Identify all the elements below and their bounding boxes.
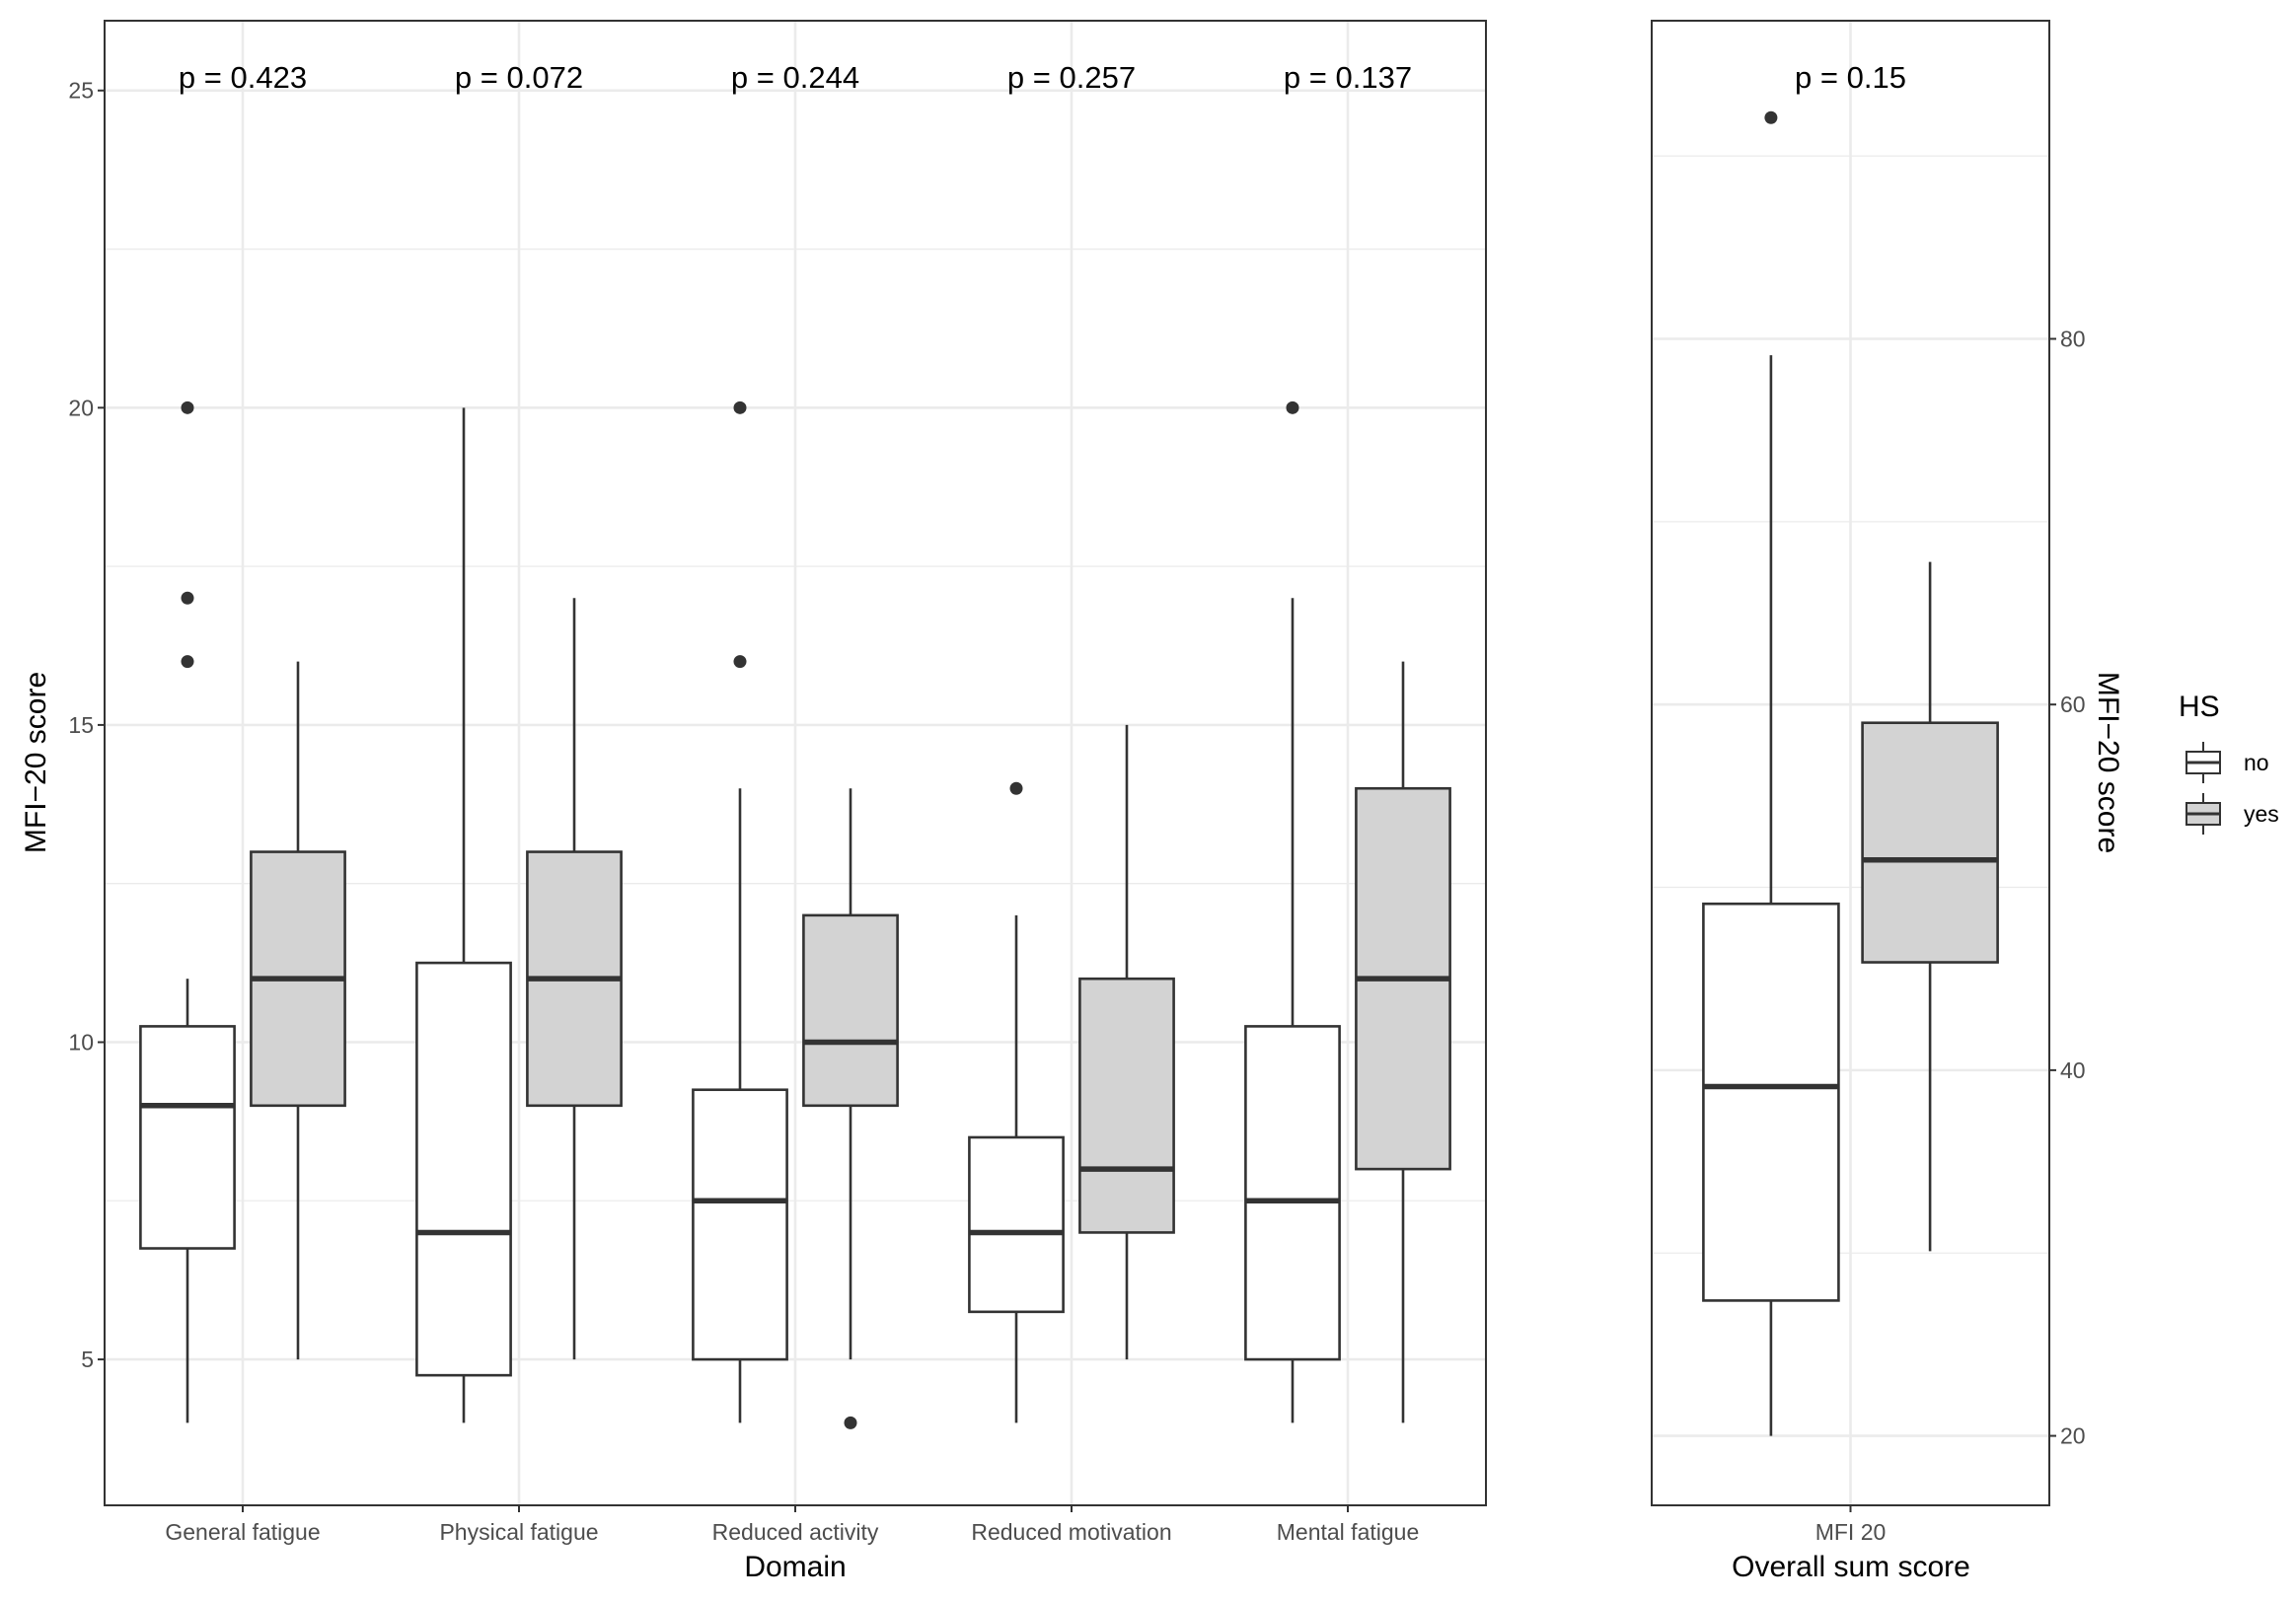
outlier-point (733, 400, 747, 414)
box-yes-reduced-motivation (1078, 724, 1175, 1360)
box-yes-general-fatigue (250, 661, 346, 1360)
outlier-point (181, 655, 194, 669)
outlier-point (1009, 781, 1023, 795)
x-tick-label-physical-fatigue: Physical fatigue (439, 1519, 598, 1545)
y-tick-label: 40 (2060, 1057, 2086, 1083)
p-value-label: p = 0.257 (1007, 60, 1136, 95)
box-iqr (1861, 721, 1999, 964)
y-tick-label: 20 (2060, 1423, 2086, 1449)
box-no-mfi-20 (1702, 110, 1840, 1436)
overall-panel-boxes (1702, 110, 1999, 1436)
outlier-point (1764, 110, 1778, 124)
outlier-point (181, 400, 194, 414)
domain-panel-pvalues: p = 0.423 p = 0.072 p = 0.244 p = 0.257 p = … (179, 60, 1412, 95)
x-tick-label-reduced-activity: Reduced activity (712, 1519, 879, 1545)
box-no-reduced-activity (692, 400, 788, 1423)
box-iqr (692, 1088, 788, 1361)
overall-panel: p = 0.15 20 40 60 80 MFI 20 Overall sum sco… (1651, 20, 2124, 1583)
box-iqr (1244, 1025, 1341, 1361)
y-tick-label: 5 (81, 1347, 94, 1372)
domain-panel-boxes (139, 400, 1451, 1429)
y-tick-label: 15 (68, 712, 94, 738)
domain-x-axis-title: Domain (744, 1551, 846, 1583)
overall-x-axis-title: Overall sum score (1732, 1551, 1970, 1583)
overall-panel-y-ticks: 20 40 60 80 (2049, 327, 2086, 1449)
y-tick-label: 60 (2060, 692, 2086, 717)
x-tick-label-general-fatigue: General fatigue (165, 1519, 320, 1545)
box-no-physical-fatigue (415, 407, 512, 1423)
legend-item-yes: yes (2185, 793, 2279, 835)
domain-panel-y-ticks: 5 10 15 20 25 (68, 78, 105, 1372)
box-no-mental-fatigue (1244, 400, 1341, 1423)
y-tick-label: 20 (68, 395, 94, 420)
box-iqr (968, 1135, 1065, 1314)
outlier-point (1286, 400, 1299, 414)
legend-label-yes: yes (2244, 801, 2279, 827)
x-tick-label-reduced-motivation: Reduced motivation (971, 1519, 1171, 1545)
box-iqr (139, 1025, 236, 1250)
domain-panel-x-ticks: General fatigue Physical fatigue Reduced a… (165, 1505, 1419, 1545)
p-value-label: p = 0.244 (731, 60, 859, 95)
legend-items: no yes (2185, 742, 2279, 835)
box-no-general-fatigue (139, 400, 236, 1423)
legend-title: HS (2179, 691, 2220, 723)
legend: HS no yes (2179, 691, 2279, 835)
x-tick-label-mental-fatigue: Mental fatigue (1277, 1519, 1419, 1545)
box-yes-mental-fatigue (1355, 661, 1451, 1423)
box-yes-reduced-activity (802, 788, 899, 1429)
outlier-point (733, 655, 747, 669)
y-tick-label: 10 (68, 1029, 94, 1055)
x-tick-label-mfi-20: MFI 20 (1815, 1519, 1887, 1545)
box-iqr (1078, 977, 1175, 1234)
outlier-point (844, 1416, 857, 1429)
legend-item-no: no (2185, 742, 2269, 783)
overall-panel-gridlines (1652, 21, 2049, 1505)
domain-panel-gridlines (105, 21, 1486, 1505)
box-yes-mfi-20 (1861, 561, 1999, 1252)
p-value-label: p = 0.423 (179, 60, 307, 95)
box-iqr (1702, 902, 1840, 1302)
overall-y-axis-title: MFI−20 score (2092, 672, 2124, 853)
box-no-reduced-motivation (968, 781, 1065, 1423)
overall-panel-pvalues: p = 0.15 (1795, 60, 1906, 95)
outlier-point (181, 591, 194, 605)
p-value-label: p = 0.15 (1795, 60, 1906, 95)
box-iqr (415, 961, 512, 1377)
domain-panel: p = 0.423 p = 0.072 p = 0.244 p = 0.257 p = … (20, 20, 1487, 1583)
legend-label-no: no (2244, 750, 2269, 775)
overall-panel-x-ticks: MFI 20 (1815, 1505, 1887, 1545)
domain-y-axis-title: MFI−20 score (20, 672, 52, 853)
y-tick-label: 25 (68, 78, 94, 104)
p-value-label: p = 0.072 (455, 60, 583, 95)
y-tick-label: 80 (2060, 327, 2086, 352)
box-yes-physical-fatigue (526, 598, 623, 1360)
box-iqr (802, 913, 899, 1108)
p-value-label: p = 0.137 (1284, 60, 1412, 95)
